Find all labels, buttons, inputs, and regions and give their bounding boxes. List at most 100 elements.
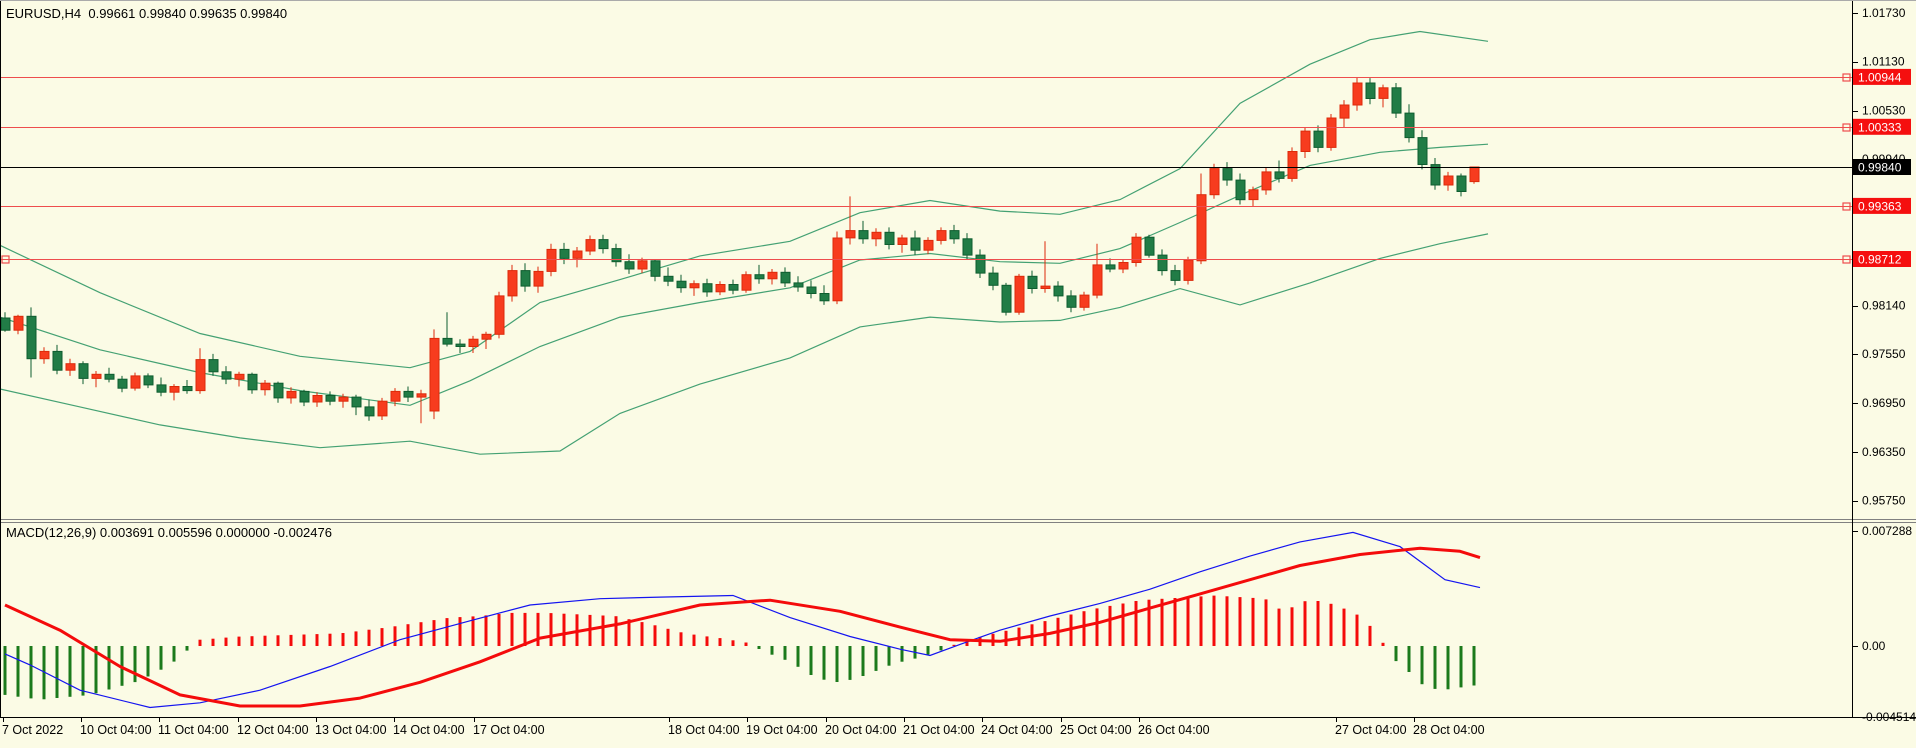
candle-body: [598, 239, 609, 250]
time-axis-label: 21 Oct 04:00: [903, 723, 975, 737]
candle-body: [91, 373, 102, 379]
candle-body: [689, 283, 700, 289]
candle: [130, 372, 141, 391]
candle-body: [455, 343, 466, 348]
candle: [1235, 173, 1246, 205]
candle-body: [819, 293, 830, 302]
candle-body: [988, 272, 999, 286]
candle: [1222, 162, 1233, 186]
candle-body: [1300, 130, 1311, 153]
price-level-marker[interactable]: [1842, 202, 1851, 211]
candle-body: [1287, 151, 1298, 179]
candle: [1131, 233, 1142, 267]
candle: [1079, 291, 1090, 311]
candle: [1430, 158, 1441, 190]
price-axis-label: 1.00530: [1862, 104, 1906, 118]
candle-body: [390, 390, 401, 402]
candle: [377, 397, 388, 420]
candle-body: [611, 248, 622, 263]
candle-body: [1417, 137, 1428, 166]
candle-body: [1053, 285, 1064, 297]
price-badge-level[interactable]: 1.00944: [1853, 68, 1911, 85]
candle: [1378, 84, 1389, 108]
candle-body: [403, 390, 414, 398]
candle: [169, 384, 180, 401]
price-badge-level[interactable]: 0.99363: [1853, 197, 1911, 214]
candle-body: [572, 250, 583, 259]
candle: [312, 392, 323, 407]
candle-body: [1001, 284, 1012, 313]
macd-line: [4, 531, 1481, 709]
price-badge-current[interactable]: 0.99840: [1853, 159, 1911, 175]
candle: [481, 331, 492, 349]
time-axis-label: 24 Oct 04:00: [981, 723, 1053, 737]
price-level-marker[interactable]: [1842, 255, 1851, 264]
candle-body: [117, 378, 128, 389]
candle-body: [65, 363, 76, 371]
candle-body: [962, 238, 973, 256]
candle: [962, 233, 973, 260]
candle-body: [429, 337, 440, 412]
candle-body: [702, 283, 713, 293]
price-level-marker[interactable]: [1, 255, 10, 264]
price-level-marker[interactable]: [1842, 73, 1851, 82]
candle: [819, 285, 830, 305]
macd-axis-label: -0.004514: [1862, 710, 1916, 724]
candle-body: [884, 231, 895, 246]
price-axis-label: 0.96350: [1862, 445, 1906, 459]
candle-body: [520, 270, 531, 287]
candle: [780, 267, 791, 287]
candle: [650, 259, 661, 282]
candle: [611, 243, 622, 267]
candle: [1183, 256, 1194, 285]
time-axis-label: 26 Oct 04:00: [1138, 723, 1210, 737]
candle: [1469, 166, 1480, 184]
candle: [871, 228, 882, 247]
price-axis-label: 0.96950: [1862, 396, 1906, 410]
candle-body: [1430, 164, 1441, 186]
band-lower-line: [0, 233, 1489, 455]
price-level-marker[interactable]: [1842, 123, 1851, 132]
candle-body: [468, 338, 479, 348]
candle: [637, 257, 648, 274]
candle: [195, 348, 206, 394]
candle-body: [169, 386, 180, 393]
candle-body: [741, 274, 752, 291]
svg-text:0.99840: 0.99840: [1858, 161, 1902, 175]
candle: [13, 314, 24, 335]
price-badge-level[interactable]: 0.98712: [1853, 251, 1911, 267]
candle-body: [1092, 264, 1103, 296]
candle: [1391, 83, 1402, 118]
candle-body: [1118, 262, 1129, 270]
candle: [1144, 234, 1155, 258]
candle: [1404, 104, 1415, 143]
candle-body: [832, 237, 843, 302]
price-axis-label: 1.01730: [1862, 6, 1906, 20]
candle-body: [1157, 254, 1168, 272]
candle-body: [1261, 171, 1272, 191]
candle: [1170, 264, 1181, 286]
candle-body: [234, 373, 245, 380]
candle: [1287, 147, 1298, 182]
time-axis-label: 14 Oct 04:00: [393, 723, 465, 737]
candle: [1313, 125, 1324, 153]
candle: [1326, 114, 1337, 151]
candle: [26, 307, 37, 378]
candle: [702, 278, 713, 297]
candle: [221, 366, 232, 385]
candle: [299, 389, 310, 407]
price-badge-level[interactable]: 1.00333: [1853, 118, 1911, 135]
candle-body: [1378, 87, 1389, 99]
candle-body: [1391, 87, 1402, 114]
candle-body: [1443, 175, 1454, 186]
time-axis-label: 20 Oct 04:00: [825, 723, 897, 737]
candle: [273, 381, 284, 403]
candle: [923, 237, 934, 255]
candle-body: [416, 393, 427, 398]
macd-axis-label: 0.00: [1862, 639, 1886, 653]
candle-body: [1469, 166, 1480, 183]
candle-body: [1105, 264, 1116, 270]
candle-body: [208, 359, 219, 373]
